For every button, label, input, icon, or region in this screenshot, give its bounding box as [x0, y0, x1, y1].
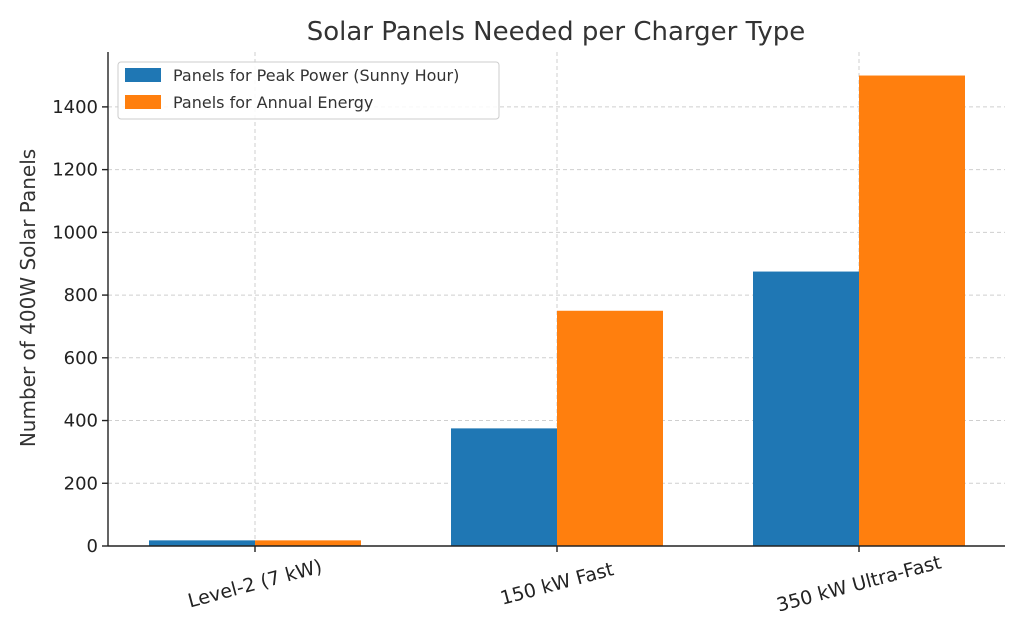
bars	[149, 75, 965, 547]
legend-label-annual-energy: Panels for Annual Energy	[173, 93, 373, 112]
chart-title: Solar Panels Needed per Charger Type	[307, 17, 806, 47]
y-tick-label: 400	[64, 411, 98, 432]
legend-swatch-peak-power	[125, 68, 161, 82]
x-tick-label: Level-2 (7 kW)	[186, 556, 325, 613]
x-tick-label: 350 kW Ultra-Fast	[774, 551, 943, 616]
y-axis-label: Number of 400W Solar Panels	[16, 149, 40, 447]
y-tick-label: 1000	[52, 222, 98, 243]
bar-annual-energy	[859, 75, 965, 547]
y-tick-label: 600	[64, 348, 98, 369]
y-tick-label: 200	[64, 473, 98, 494]
y-tick-label: 800	[64, 285, 98, 306]
bar-annual-energy	[255, 540, 361, 546]
legend-frame	[117, 61, 500, 120]
bar-peak-power	[753, 271, 859, 546]
y-tick-label: 1200	[52, 160, 98, 181]
bar-peak-power	[451, 428, 557, 546]
legend-swatch-annual-energy	[125, 95, 161, 109]
y-tick-label: 1400	[52, 97, 98, 118]
legend: Panels for Peak Power (Sunny Hour) Panel…	[117, 61, 500, 120]
x-tick-label: 150 kW Fast	[498, 558, 616, 609]
legend-label-peak-power: Panels for Peak Power (Sunny Hour)	[173, 66, 459, 85]
bar-annual-energy	[557, 310, 663, 546]
y-tick-label: 0	[87, 536, 98, 557]
bar-peak-power	[149, 540, 255, 546]
